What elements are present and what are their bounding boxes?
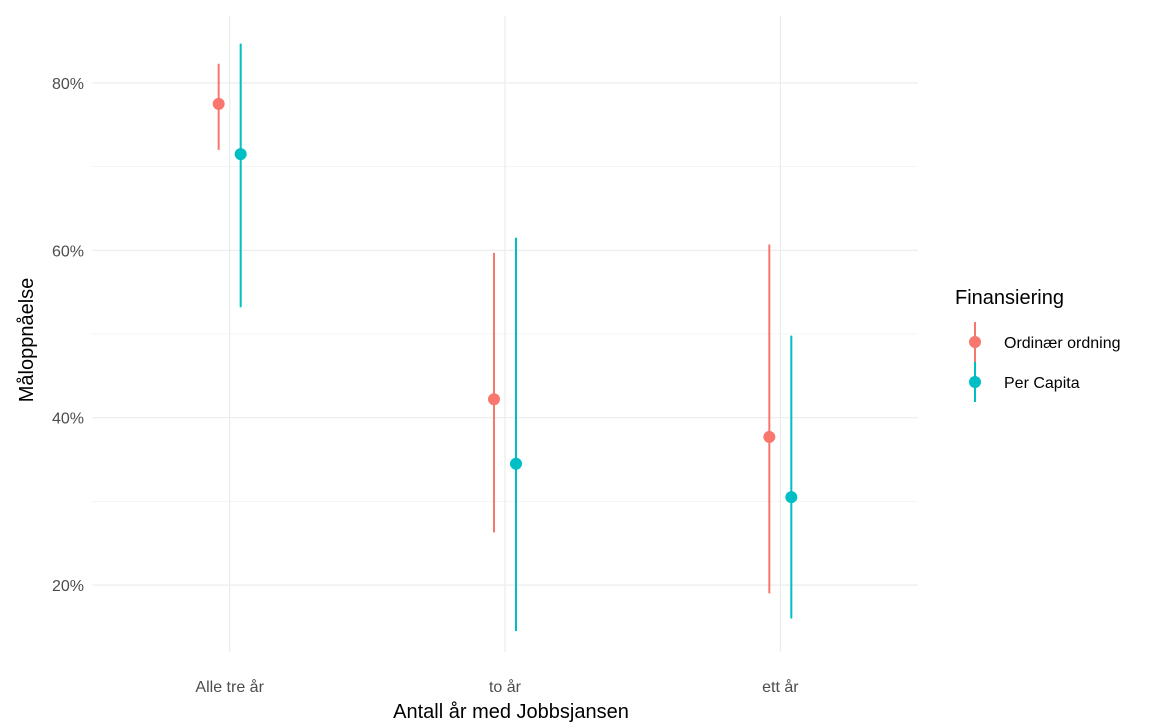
data-point (510, 457, 522, 470)
y-tick-label: 20% (52, 578, 84, 595)
data-point (488, 393, 500, 406)
x-axis-title: Antall år med Jobbsjansen (393, 701, 629, 722)
legend-key-point (969, 336, 981, 348)
legend: Finansiering Ordinær ordning Per Capita (955, 287, 1121, 402)
x-axis-ticks: Alle tre år to år ett år (195, 678, 799, 696)
y-axis-title: Måloppnåelse (16, 278, 38, 403)
y-tick-label: 60% (52, 243, 84, 260)
plot-marks (212, 43, 798, 632)
x-tick-label: to år (489, 678, 522, 696)
legend-title: Finansiering (955, 287, 1064, 309)
x-tick-label: ett år (762, 678, 799, 696)
data-point (212, 97, 225, 110)
y-tick-label: 80% (52, 76, 84, 93)
legend-item-label: Per Capita (1004, 375, 1080, 392)
legend-item-label: Ordinær ordning (1004, 335, 1121, 352)
data-point (234, 148, 247, 161)
x-tick-label: Alle tre år (195, 678, 264, 696)
y-axis-ticks: 20% 40% 60% 80% (52, 76, 84, 595)
grid (92, 16, 918, 652)
y-tick-label: 40% (52, 411, 84, 428)
data-point (763, 430, 776, 443)
legend-key-point (969, 376, 981, 388)
data-point (785, 491, 798, 504)
